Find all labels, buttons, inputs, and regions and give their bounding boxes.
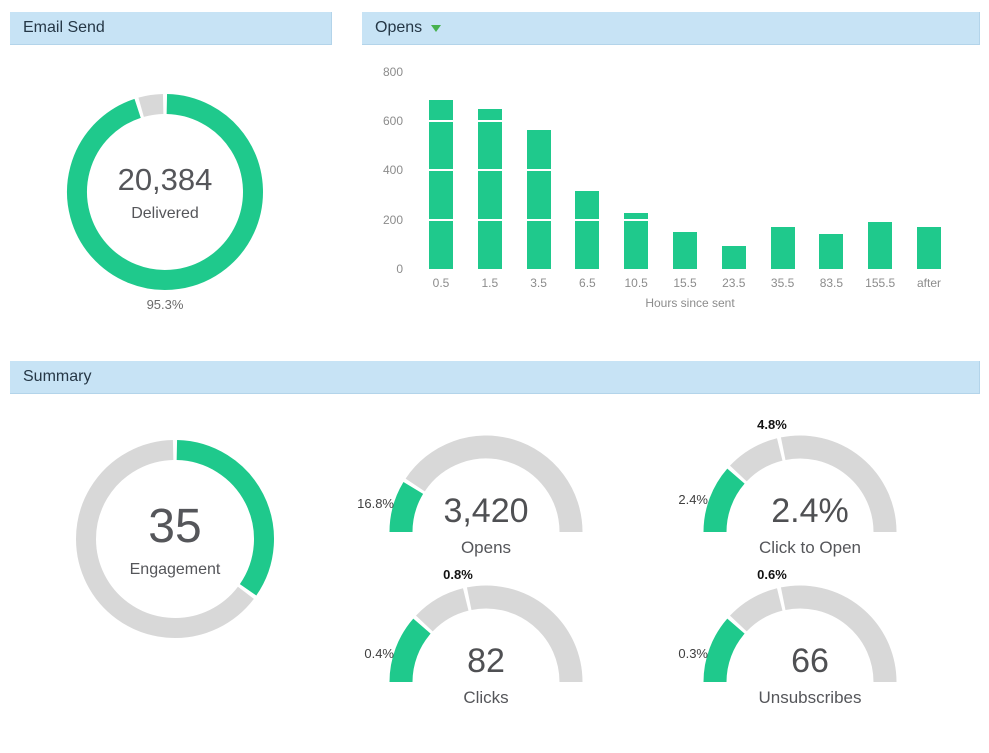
- unsubscribes-rate-label: 0.3%: [678, 646, 708, 661]
- click-to-open-benchmark-label: 4.8%: [757, 417, 787, 432]
- clicks-gauge-chart[interactable]: [386, 580, 586, 690]
- click-to-open-rate-label: 2.4%: [678, 492, 708, 507]
- gauge-track-segment[interactable]: [416, 588, 469, 632]
- donut-remainder-segment[interactable]: [138, 94, 164, 117]
- bar-155.5[interactable]: [868, 222, 893, 269]
- x-tick-label-1.5: 1.5: [481, 276, 499, 290]
- gauge-filled-segment[interactable]: [389, 618, 431, 683]
- clicks-rate-label: 0.4%: [364, 646, 394, 661]
- gauge-track-segment[interactable]: [780, 435, 897, 533]
- gauge-track-segment[interactable]: [466, 585, 583, 683]
- y-tick-label-600: 600: [382, 113, 403, 128]
- x-tick-label-155.5: 155.5: [865, 276, 896, 290]
- delivered-donut-chart[interactable]: [55, 82, 275, 302]
- gauge-filled-segment[interactable]: [703, 618, 745, 683]
- bar-1.5[interactable]: [477, 109, 502, 269]
- opens-gauge-value: 3,420: [443, 492, 529, 530]
- bar-23.5[interactable]: [721, 246, 746, 269]
- gridline-400: [408, 169, 953, 172]
- bar-15.5[interactable]: [673, 232, 697, 269]
- summary-panel-title: Summary: [23, 368, 92, 385]
- donut-filled-segment[interactable]: [67, 94, 263, 290]
- caret-down-icon[interactable]: [431, 24, 442, 32]
- engagement-donut-chart[interactable]: [65, 429, 285, 649]
- unsubscribes-gauge-value: 66: [791, 642, 829, 680]
- bar-0.5[interactable]: [429, 100, 453, 269]
- opens-gauge-chart[interactable]: [386, 430, 586, 540]
- x-tick-label-3.5: 3.5: [530, 276, 547, 290]
- y-tick-label-400: 400: [382, 163, 403, 178]
- click-to-open-gauge-title: Click to Open: [758, 538, 862, 557]
- opens-gauge-title: Opens: [460, 538, 512, 557]
- y-tick-label-200: 200: [382, 212, 403, 227]
- gauge-track-segment[interactable]: [780, 585, 897, 683]
- opens-panel-title: Opens: [375, 19, 423, 36]
- x-tick-label-0.5: 0.5: [432, 276, 450, 290]
- opens-gauge-rate-label: 16.8%: [357, 496, 394, 511]
- clicks-gauge-title: Clicks: [463, 688, 509, 707]
- clicks-benchmark-label: 0.8%: [443, 567, 473, 582]
- bar-35.5[interactable]: [770, 227, 795, 269]
- x-tick-label-15.5: 15.5: [673, 276, 697, 290]
- opens-chart-x-axis-title: Hours since sent: [645, 296, 735, 310]
- click-to-open-gauge-value: 2.4%: [771, 492, 849, 530]
- bar-after[interactable]: [917, 227, 941, 269]
- unsubscribes-gauge-title: Unsubscribes: [758, 688, 862, 707]
- bar-3.5[interactable]: [526, 130, 551, 269]
- unsubscribes-benchmark-label: 0.6%: [757, 567, 787, 582]
- gauge-filled-segment[interactable]: [389, 482, 424, 533]
- x-tick-label-10.5: 10.5: [624, 276, 648, 290]
- bar-10.5[interactable]: [624, 213, 649, 269]
- gridline-200: [408, 218, 953, 221]
- bar-6.5[interactable]: [575, 191, 600, 269]
- gauge-track-segment[interactable]: [730, 588, 783, 632]
- donut-filled-segment[interactable]: [176, 440, 274, 596]
- x-tick-label-after: after: [916, 276, 941, 290]
- x-tick-label-6.5: 6.5: [579, 276, 596, 290]
- unsubscribes-gauge-chart[interactable]: [700, 580, 900, 690]
- gauge-filled-segment[interactable]: [703, 468, 745, 533]
- y-tick-label-800: 800: [382, 64, 403, 79]
- opens-panel-header[interactable]: Opens: [362, 12, 980, 45]
- gauge-track-segment[interactable]: [730, 438, 783, 482]
- x-tick-label-35.5: 35.5: [770, 276, 795, 290]
- email-send-panel-title: Email Send: [23, 19, 105, 36]
- gridline-600: [408, 119, 953, 122]
- bar-83.5[interactable]: [819, 234, 844, 269]
- x-tick-label-23.5: 23.5: [722, 276, 746, 290]
- summary-panel-header: Summary: [10, 361, 980, 394]
- delivered-percent-label: 95.3%: [146, 297, 184, 312]
- y-tick-label-0: 0: [396, 262, 403, 276]
- donut-remainder-segment[interactable]: [76, 440, 254, 638]
- click-to-open-gauge-chart[interactable]: [700, 430, 900, 540]
- gauge-track-segment[interactable]: [405, 435, 583, 533]
- x-tick-label-83.5: 83.5: [819, 276, 844, 290]
- clicks-gauge-value: 82: [467, 642, 505, 680]
- email-send-panel-header: Email Send: [10, 12, 332, 45]
- opens-bar-chart[interactable]: [408, 65, 953, 269]
